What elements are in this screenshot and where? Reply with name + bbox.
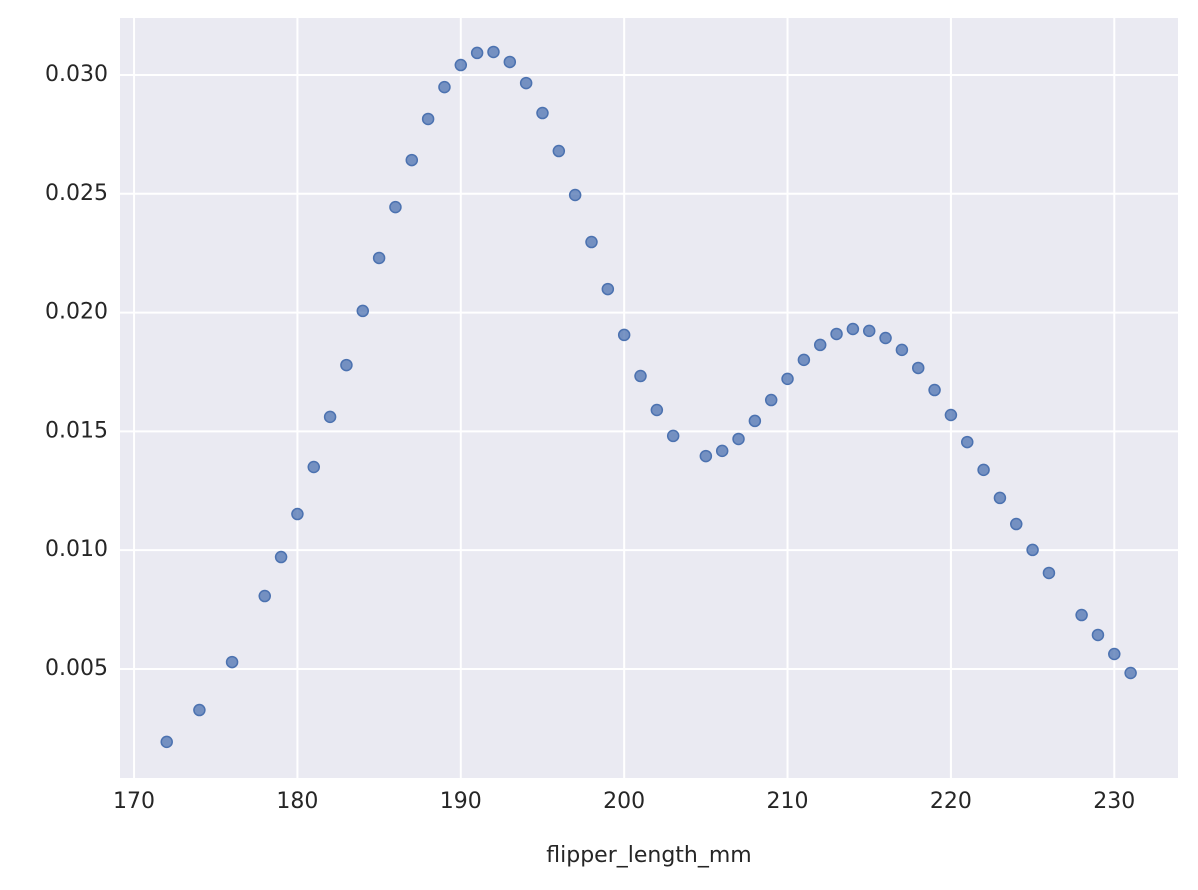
point: [225, 655, 239, 669]
point: [617, 328, 631, 342]
point: [372, 251, 386, 265]
point: [1075, 608, 1088, 622]
point: [1042, 566, 1056, 580]
point: [699, 449, 713, 463]
point: [797, 353, 811, 367]
point: [307, 460, 321, 474]
point: [715, 444, 729, 458]
point: [764, 393, 778, 407]
point: [389, 200, 402, 214]
x-axis-label: flipper_length_mm: [546, 843, 751, 868]
point: [748, 414, 762, 428]
x-tick-label: 190: [440, 789, 482, 814]
x-tick-label: 220: [930, 789, 972, 814]
point: [585, 235, 598, 249]
point: [634, 369, 647, 383]
point: [732, 432, 745, 446]
y-tick-label: 0.005: [45, 656, 108, 681]
point: [503, 55, 517, 69]
y-tick-label: 0.025: [45, 181, 108, 206]
point: [405, 153, 419, 167]
point: [1091, 628, 1105, 642]
point: [356, 304, 370, 318]
point: [1010, 517, 1023, 531]
point: [568, 188, 582, 202]
point: [291, 507, 304, 521]
point: [1026, 543, 1039, 557]
point: [895, 343, 909, 357]
plot-area: [120, 18, 1178, 778]
point: [666, 429, 680, 443]
point: [846, 322, 860, 336]
point: [454, 58, 468, 72]
point: [438, 80, 451, 94]
point: [487, 45, 500, 59]
point: [928, 383, 941, 397]
y-tick-label: 0.015: [45, 418, 108, 443]
y-tick-label: 0.030: [45, 62, 108, 87]
point: [830, 327, 843, 341]
point: [911, 361, 925, 375]
point: [879, 331, 892, 345]
point: [650, 403, 664, 417]
point: [552, 144, 566, 158]
y-tick-label: 0.010: [45, 537, 108, 562]
x-tick-label: 180: [276, 789, 318, 814]
point: [977, 463, 990, 477]
point: [274, 550, 288, 564]
point: [340, 358, 353, 372]
point: [862, 324, 876, 338]
x-tick-label: 230: [1093, 789, 1135, 814]
point: [258, 589, 271, 603]
point: [1124, 666, 1137, 680]
point: [960, 435, 974, 449]
point: [470, 46, 484, 60]
x-tick-label: 170: [113, 789, 155, 814]
point: [193, 703, 206, 717]
x-tick-label: 200: [603, 789, 645, 814]
point: [536, 106, 549, 120]
point: [813, 338, 827, 352]
point: [601, 282, 615, 296]
point: [781, 372, 794, 386]
point: [993, 491, 1007, 505]
point: [323, 410, 337, 424]
point: [160, 735, 173, 749]
point: [1108, 647, 1121, 661]
point: [421, 112, 435, 126]
point: [519, 76, 533, 90]
x-tick-label: 210: [767, 789, 809, 814]
point: [944, 408, 958, 422]
y-tick-label: 0.020: [45, 300, 108, 325]
